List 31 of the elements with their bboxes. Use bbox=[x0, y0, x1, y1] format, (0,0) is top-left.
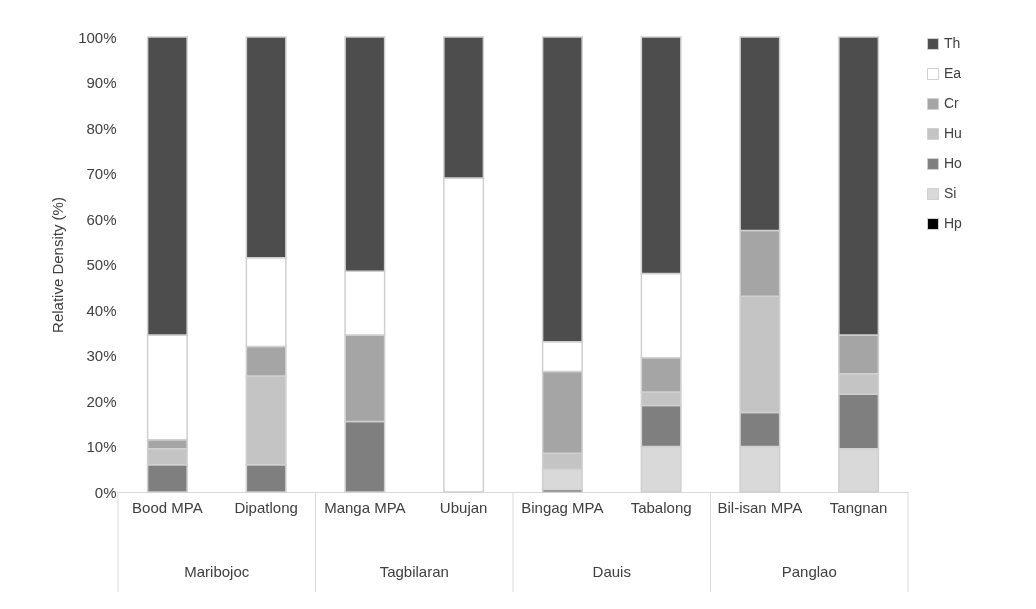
y-tick-label: 30% bbox=[86, 347, 117, 364]
y-tick-label: 100% bbox=[78, 28, 117, 46]
x-tick-label: Bil-isan MPA bbox=[717, 498, 803, 516]
text: Tagbilaran bbox=[379, 563, 449, 580]
legend-label: Hp bbox=[944, 215, 963, 231]
y-tick-label: 70% bbox=[86, 165, 117, 182]
text: Dauis bbox=[592, 563, 631, 580]
y-tick-label: 0% bbox=[94, 483, 117, 501]
y-axis-title: Relative Density (%) bbox=[49, 197, 67, 333]
y-tick-label: 20% bbox=[86, 392, 117, 410]
y-tick-label: 90% bbox=[86, 74, 117, 91]
legend-label: Th bbox=[944, 35, 961, 51]
text: Maribojoc bbox=[184, 563, 250, 580]
x-tick-label: Bood MPA bbox=[132, 498, 203, 516]
y-tick-label: 40% bbox=[86, 301, 117, 319]
x-tick-label: Dipatlong bbox=[234, 498, 298, 516]
y-tick-label: 50% bbox=[86, 256, 117, 273]
legend-label: Ea bbox=[944, 65, 962, 81]
legend-label: Ho bbox=[944, 155, 963, 171]
y-tick-label: 60% bbox=[86, 210, 117, 228]
legend-label: Hu bbox=[944, 125, 962, 141]
y-tick-label: 10% bbox=[86, 438, 117, 455]
x-tick-label: Manga MPA bbox=[324, 498, 406, 516]
x-tick-label: Bingag MPA bbox=[521, 498, 604, 516]
legend-label: Cr bbox=[944, 95, 960, 111]
text: Panglao bbox=[781, 563, 837, 580]
x-tick-label: Tabalong bbox=[630, 498, 692, 516]
x-tick-label: Tangnan bbox=[829, 498, 888, 516]
x-tick-label: Ubujan bbox=[439, 498, 488, 516]
legend-label: Si bbox=[944, 185, 957, 201]
y-tick-label: 80% bbox=[86, 119, 117, 137]
